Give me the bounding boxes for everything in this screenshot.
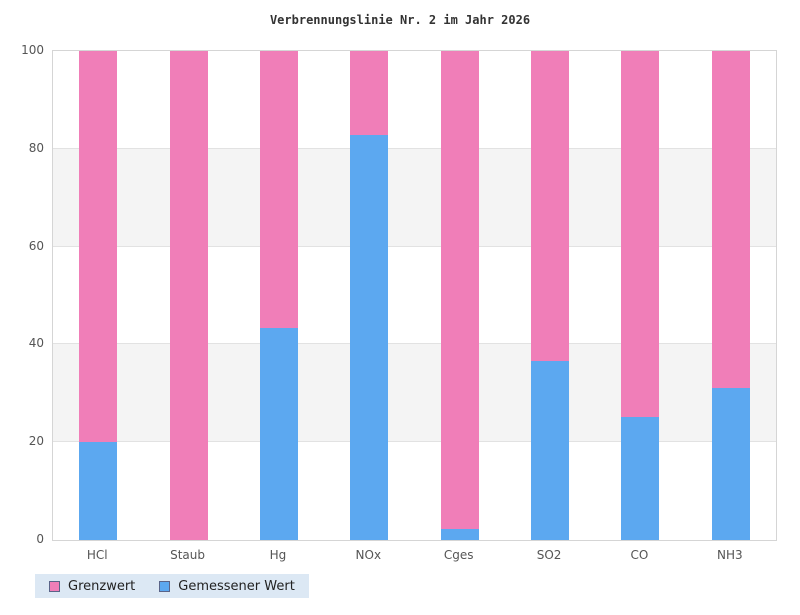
bar-gemessener-wert — [440, 529, 479, 540]
y-tick-label: 60 — [28, 238, 44, 253]
background-band — [53, 148, 776, 247]
y-tick-label: 40 — [28, 336, 44, 351]
bar-grenzwert — [440, 51, 479, 530]
x-tick-label: Staub — [170, 548, 206, 562]
bar-gemessener-wert — [711, 387, 750, 540]
y-tick-label: 0 — [36, 532, 44, 546]
legend-swatch — [159, 580, 171, 592]
x-tick-label: Hg — [269, 548, 287, 562]
x-tick-label: SO2 — [536, 548, 562, 562]
x-tick-label: HCl — [86, 548, 108, 562]
y-tick-label: 80 — [28, 140, 44, 155]
background-band — [53, 344, 776, 443]
legend-item: Gemessener Wert — [159, 579, 295, 594]
legend-swatch — [49, 580, 60, 592]
chart-title: Verbrennungslinie Nr. 2 im Jahr 2026 — [269, 13, 531, 27]
gridline — [53, 245, 776, 247]
legend-label: Grenzwert — [68, 578, 136, 594]
legend-label: Gemessener Wert — [178, 578, 295, 594]
x-tick-label: NOx — [355, 548, 382, 562]
bar-grenzwert — [350, 51, 389, 136]
bar-gemessener-wert — [350, 135, 389, 540]
bar-gemessener-wert — [531, 361, 570, 540]
bar-grenzwert — [169, 51, 208, 540]
bar-grenzwert — [79, 51, 118, 443]
bar-gemessener-wert — [79, 442, 118, 540]
gridline — [53, 343, 776, 345]
x-tick-label: NH3 — [716, 548, 743, 562]
legend-item: Grenzwert — [49, 579, 135, 594]
x-tick-label: CO — [630, 548, 649, 562]
bar-grenzwert — [531, 51, 570, 362]
gridline — [53, 441, 776, 443]
bar-grenzwert — [259, 51, 298, 328]
bar-gemessener-wert — [259, 327, 298, 540]
y-tick-label: 20 — [28, 434, 44, 449]
legend: Grenzwert Gemessener Wert — [35, 574, 309, 598]
bar-grenzwert — [711, 51, 750, 388]
bar-grenzwert — [621, 51, 660, 417]
x-tick-label: Cges — [443, 548, 474, 562]
gridline — [53, 147, 776, 149]
plot-area — [52, 50, 777, 541]
y-tick-label: 100 — [21, 43, 44, 57]
bar-gemessener-wert — [621, 416, 660, 540]
